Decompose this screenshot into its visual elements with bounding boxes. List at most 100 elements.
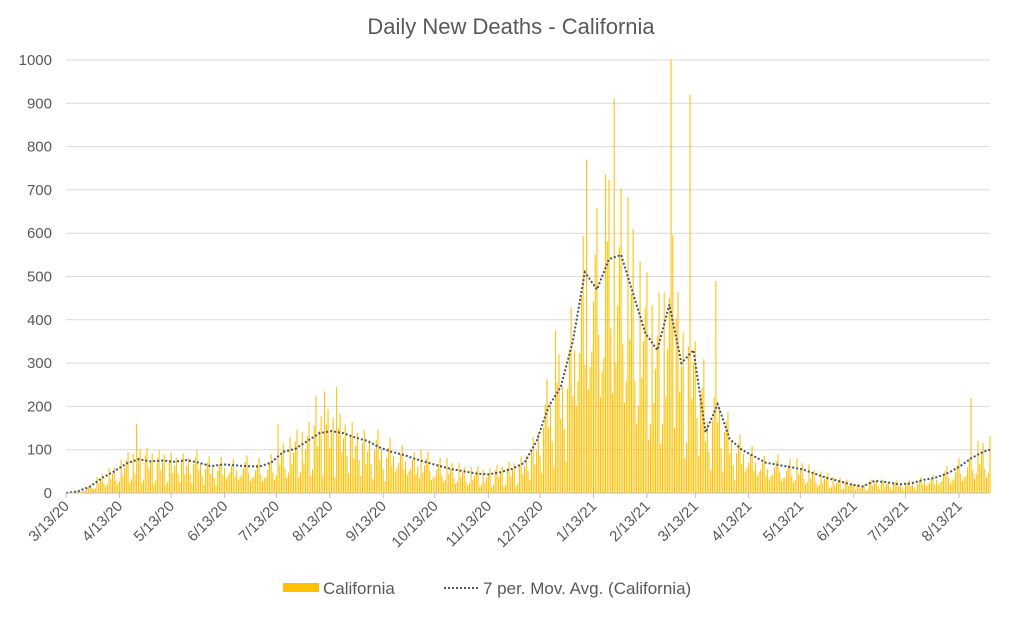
bar bbox=[290, 437, 291, 493]
bar bbox=[552, 441, 553, 493]
bar bbox=[712, 421, 713, 493]
bar bbox=[848, 486, 849, 493]
legend-label-line: 7 per. Mov. Avg. (California) bbox=[483, 579, 691, 598]
bar bbox=[453, 479, 454, 493]
bar bbox=[548, 427, 549, 493]
bar bbox=[529, 480, 530, 493]
y-tick-label: 100 bbox=[27, 442, 52, 459]
bar bbox=[155, 481, 156, 493]
bar bbox=[422, 473, 423, 493]
bar bbox=[165, 485, 166, 493]
bar bbox=[962, 481, 963, 493]
bar bbox=[603, 358, 604, 493]
bar bbox=[886, 484, 887, 493]
bar bbox=[988, 472, 989, 493]
bar bbox=[889, 487, 890, 493]
bar bbox=[684, 458, 685, 493]
y-tick-label: 0 bbox=[44, 485, 52, 502]
bar bbox=[112, 473, 113, 493]
bar bbox=[198, 470, 199, 493]
bar bbox=[109, 468, 110, 493]
bar bbox=[421, 450, 422, 493]
bar bbox=[760, 470, 761, 493]
bar bbox=[791, 476, 792, 493]
bar bbox=[793, 483, 794, 493]
bar bbox=[945, 471, 946, 493]
bar bbox=[812, 474, 813, 493]
bar bbox=[839, 478, 840, 493]
bar bbox=[524, 466, 525, 493]
bar bbox=[883, 479, 884, 493]
bar bbox=[377, 429, 378, 493]
bar bbox=[152, 453, 153, 493]
bar bbox=[767, 469, 768, 493]
bar bbox=[150, 461, 151, 493]
y-tick-label: 800 bbox=[27, 139, 52, 156]
bar bbox=[241, 475, 242, 493]
bar bbox=[974, 478, 975, 493]
bar bbox=[98, 483, 99, 493]
x-tick-label: 5/13/21 bbox=[760, 498, 807, 545]
bar bbox=[879, 489, 880, 493]
bar bbox=[105, 486, 106, 493]
bar bbox=[815, 483, 816, 493]
bar bbox=[146, 448, 147, 493]
bar bbox=[315, 396, 316, 493]
bar bbox=[643, 341, 644, 493]
bar bbox=[565, 462, 566, 493]
bar bbox=[789, 459, 790, 493]
bar bbox=[193, 464, 194, 493]
x-tick-label: 5/13/20 bbox=[131, 498, 178, 545]
bar bbox=[602, 371, 603, 493]
bar bbox=[614, 99, 615, 493]
y-tick-label: 700 bbox=[27, 182, 52, 199]
bar bbox=[319, 431, 320, 493]
bar bbox=[969, 458, 970, 493]
bar bbox=[493, 485, 494, 493]
bar bbox=[905, 485, 906, 493]
bar bbox=[926, 486, 927, 493]
bar bbox=[181, 462, 182, 493]
bar bbox=[433, 477, 434, 493]
bar bbox=[440, 458, 441, 493]
bar bbox=[359, 460, 360, 493]
bar bbox=[134, 474, 135, 493]
bar bbox=[634, 381, 635, 493]
bar bbox=[424, 465, 425, 493]
bar bbox=[510, 476, 511, 493]
bar bbox=[174, 465, 175, 493]
bar bbox=[517, 483, 518, 493]
bar bbox=[690, 95, 691, 493]
bar bbox=[312, 469, 313, 493]
bar bbox=[677, 292, 678, 493]
bar bbox=[810, 478, 811, 493]
bar bbox=[381, 449, 382, 493]
bar bbox=[521, 456, 522, 493]
bar bbox=[693, 362, 694, 493]
bar bbox=[340, 414, 341, 493]
moving-average-line bbox=[66, 255, 990, 493]
bar bbox=[943, 476, 944, 493]
bar bbox=[271, 454, 272, 493]
bar bbox=[362, 443, 363, 493]
bar bbox=[457, 482, 458, 493]
bar bbox=[229, 472, 230, 493]
bar bbox=[431, 480, 432, 493]
bar bbox=[577, 381, 578, 493]
bar bbox=[474, 476, 475, 493]
bar bbox=[376, 440, 377, 493]
bar bbox=[798, 474, 799, 493]
bar bbox=[802, 463, 803, 493]
bar bbox=[919, 481, 920, 493]
bar bbox=[129, 483, 130, 493]
bar bbox=[531, 451, 532, 493]
bar bbox=[862, 487, 863, 493]
bar bbox=[829, 488, 830, 493]
bar bbox=[877, 486, 878, 493]
bar bbox=[972, 470, 973, 493]
bar bbox=[291, 464, 292, 493]
bar bbox=[617, 305, 618, 493]
bar bbox=[131, 479, 132, 493]
